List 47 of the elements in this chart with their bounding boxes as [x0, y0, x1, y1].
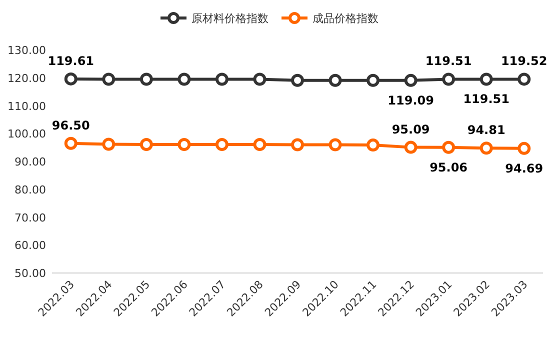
data-label: 96.50: [52, 118, 90, 132]
legend-label: 成品价格指数: [312, 12, 378, 25]
data-label: 94.81: [467, 123, 506, 138]
point: [366, 138, 380, 152]
point: [253, 72, 266, 86]
point: [442, 140, 456, 154]
point: [518, 142, 531, 155]
legend-label: 原材料价格指数: [192, 12, 268, 25]
y-tick-label: 60.00: [14, 239, 46, 252]
y-tick-label: 100.00: [8, 128, 46, 141]
point: [366, 74, 380, 87]
point: [178, 138, 191, 151]
data-label: 95.06: [430, 160, 468, 174]
point: [64, 136, 78, 150]
data-label: 95.09: [392, 122, 430, 136]
data-label: 94.69: [505, 161, 544, 176]
data-label: 119.61: [48, 54, 94, 68]
point: [328, 138, 342, 152]
point: [404, 140, 418, 154]
data-label: 119.52: [500, 54, 548, 68]
y-tick-label: 70.00: [14, 211, 46, 224]
point: [404, 74, 418, 87]
data-label: 119.09: [388, 93, 434, 108]
y-tick-label: 120.00: [8, 72, 46, 85]
y-tick-label: 110.00: [8, 100, 46, 113]
point: [102, 138, 116, 151]
point: [140, 72, 153, 86]
point: [215, 72, 228, 86]
y-tick-label: 90.00: [14, 156, 46, 168]
point: [178, 72, 191, 86]
y-tick-label: 80.00: [14, 183, 46, 196]
y-tick-label: 50.00: [14, 267, 46, 280]
data-label: 119.51: [463, 92, 510, 106]
point: [253, 138, 266, 151]
point: [215, 138, 228, 151]
data-label: 119.51: [425, 54, 472, 68]
point: [140, 138, 153, 151]
point: [102, 72, 116, 86]
point: [518, 72, 531, 86]
point: [328, 74, 342, 87]
y-tick-label: 130.00: [8, 44, 46, 57]
point: [291, 138, 304, 152]
point: [480, 142, 493, 155]
point: [442, 72, 456, 86]
point: [64, 72, 78, 86]
point: [480, 72, 493, 86]
point: [291, 74, 304, 87]
